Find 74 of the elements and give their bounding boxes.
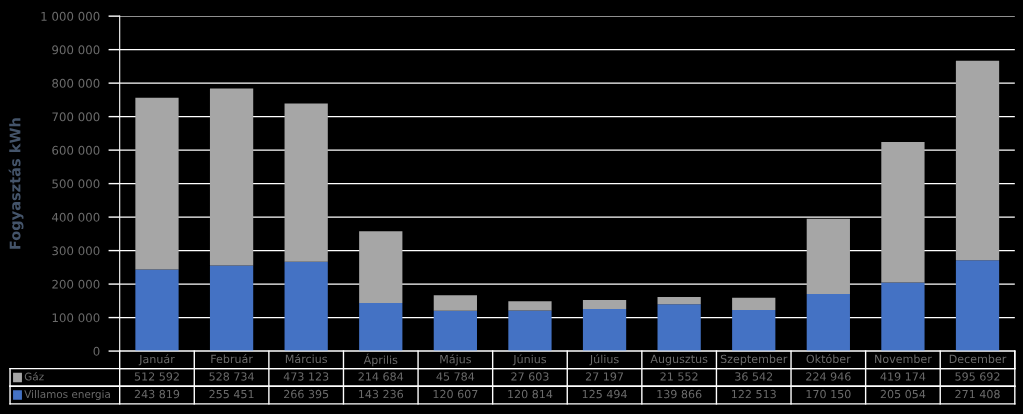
x-tick-label: December	[949, 354, 1007, 364]
bar	[806, 218, 850, 295]
y-tick-label: 300 000	[52, 246, 100, 256]
data-label: 45 784	[436, 372, 475, 381]
data-label: 205 054	[880, 389, 926, 399]
bar	[732, 310, 776, 352]
bar	[806, 294, 850, 352]
y-axis-title: Fogyasztás kWh	[8, 118, 24, 249]
y-tick-label: 600 000	[52, 145, 100, 155]
legend-label: Villamos energia	[24, 389, 110, 401]
y-tick-label: 200 000	[52, 279, 100, 289]
y-tick-label: 100 000	[52, 313, 100, 323]
x-tick-label: Július	[589, 354, 619, 366]
data-label: 473 123	[283, 372, 329, 381]
bar	[508, 310, 552, 352]
y-tick-label: 1 000 000	[41, 11, 100, 21]
bar	[955, 60, 1000, 261]
bar	[732, 297, 776, 311]
x-tick-label: November	[875, 354, 932, 364]
data-label: 512 592	[134, 372, 179, 381]
data-label: 27 197	[585, 372, 624, 381]
data-label: 595 692	[955, 372, 1000, 381]
y-tick-label: 400 000	[52, 212, 100, 222]
bar	[209, 265, 254, 352]
data-label: 266 395	[284, 389, 329, 399]
data-label: 271 408	[955, 389, 1000, 399]
data-label: 255 451	[209, 389, 254, 399]
bar	[881, 142, 925, 283]
data-label: 21 552	[660, 372, 698, 381]
bar	[359, 231, 403, 304]
bar	[433, 295, 477, 311]
bar	[135, 269, 179, 352]
bar	[209, 88, 254, 266]
x-tick-label: Június	[512, 354, 547, 366]
bar	[955, 260, 1000, 352]
data-label: 27 603	[511, 372, 549, 381]
bar	[657, 304, 701, 352]
y-tick-label: 500 000	[52, 179, 100, 189]
bar	[359, 303, 403, 352]
bar	[284, 261, 328, 352]
data-label: 120 607	[433, 389, 478, 399]
x-tick-label: Február	[211, 354, 253, 364]
bar	[582, 309, 627, 352]
data-label: 214 684	[358, 372, 404, 381]
bar	[508, 301, 552, 311]
bar	[657, 297, 701, 305]
bar	[433, 310, 477, 352]
bar	[881, 282, 925, 352]
x-tick-label: Augusztus	[650, 354, 708, 366]
y-tick-label: 900 000	[52, 45, 100, 55]
data-label: 419 174	[880, 372, 926, 381]
data-label: 243 819	[134, 389, 180, 399]
y-tick-label: 800 000	[52, 78, 100, 88]
x-tick-label: Január	[138, 354, 175, 366]
legend-label: Gáz	[24, 371, 44, 381]
x-tick-label: Szeptember	[720, 354, 788, 366]
bar	[284, 103, 328, 262]
x-tick-label: Október	[806, 354, 851, 364]
data-label: 36 542	[735, 372, 773, 381]
y-tick-label: 700 000	[52, 112, 100, 122]
data-label: 139 866	[657, 389, 702, 399]
x-tick-label: Március	[285, 354, 327, 364]
x-tick-label: Május	[440, 354, 471, 366]
bar	[135, 97, 179, 270]
bar	[582, 299, 627, 310]
data-label: 170 150	[806, 389, 851, 399]
data-label: 122 513	[731, 389, 776, 399]
data-label: 528 734	[209, 372, 254, 381]
data-label: 120 814	[508, 389, 553, 399]
data-label: 143 236	[359, 389, 404, 399]
data-label: 125 494	[582, 389, 627, 399]
x-tick-label: Április	[363, 353, 398, 367]
data-label: 224 946	[806, 372, 851, 381]
y-tick-label: 0	[93, 346, 100, 356]
